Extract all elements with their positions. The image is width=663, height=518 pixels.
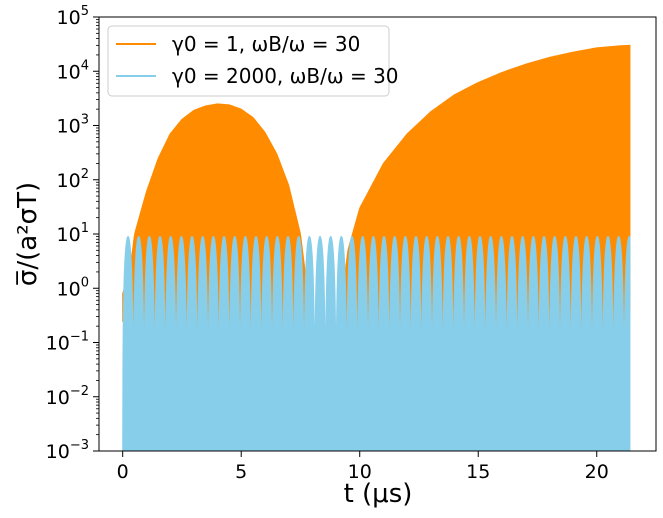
y-tick-label: 10−3 xyxy=(46,438,89,463)
series-gamma2000-area xyxy=(122,235,631,451)
x-tick-label: 15 xyxy=(466,461,490,483)
y-tick-label: 10−2 xyxy=(46,384,89,409)
x-tick-label: 5 xyxy=(235,461,247,483)
legend: γ0 = 1, ωB/ω = 30 γ0 = 2000, ωB/ω = 30 xyxy=(107,25,399,97)
series-layer xyxy=(122,44,631,451)
y-axis-label: σ̅/(a²σT) xyxy=(13,182,43,286)
ticks-layer: 0 5 10 15 20 10−3 10−2 10−1 100 101 102 103 104 105 xyxy=(46,4,609,483)
x-axis-label: t (μs) xyxy=(344,479,413,509)
y-tick-label: 102 xyxy=(57,167,89,192)
y-tick-label: 10−1 xyxy=(46,330,89,355)
legend-label-gamma2000: γ0 = 2000, ωB/ω = 30 xyxy=(172,64,399,88)
y-tick-label: 103 xyxy=(57,113,89,138)
legend-label-gamma1: γ0 = 1, ωB/ω = 30 xyxy=(172,32,360,56)
y-tick-label: 100 xyxy=(57,275,89,300)
legend-box xyxy=(107,25,390,97)
x-tick-label: 10 xyxy=(348,461,372,483)
y-tick-label: 105 xyxy=(57,4,89,29)
x-tick-label: 0 xyxy=(117,461,129,483)
y-tick-label: 101 xyxy=(57,221,89,246)
x-tick-label: 20 xyxy=(585,461,609,483)
y-tick-label: 104 xyxy=(57,58,89,83)
